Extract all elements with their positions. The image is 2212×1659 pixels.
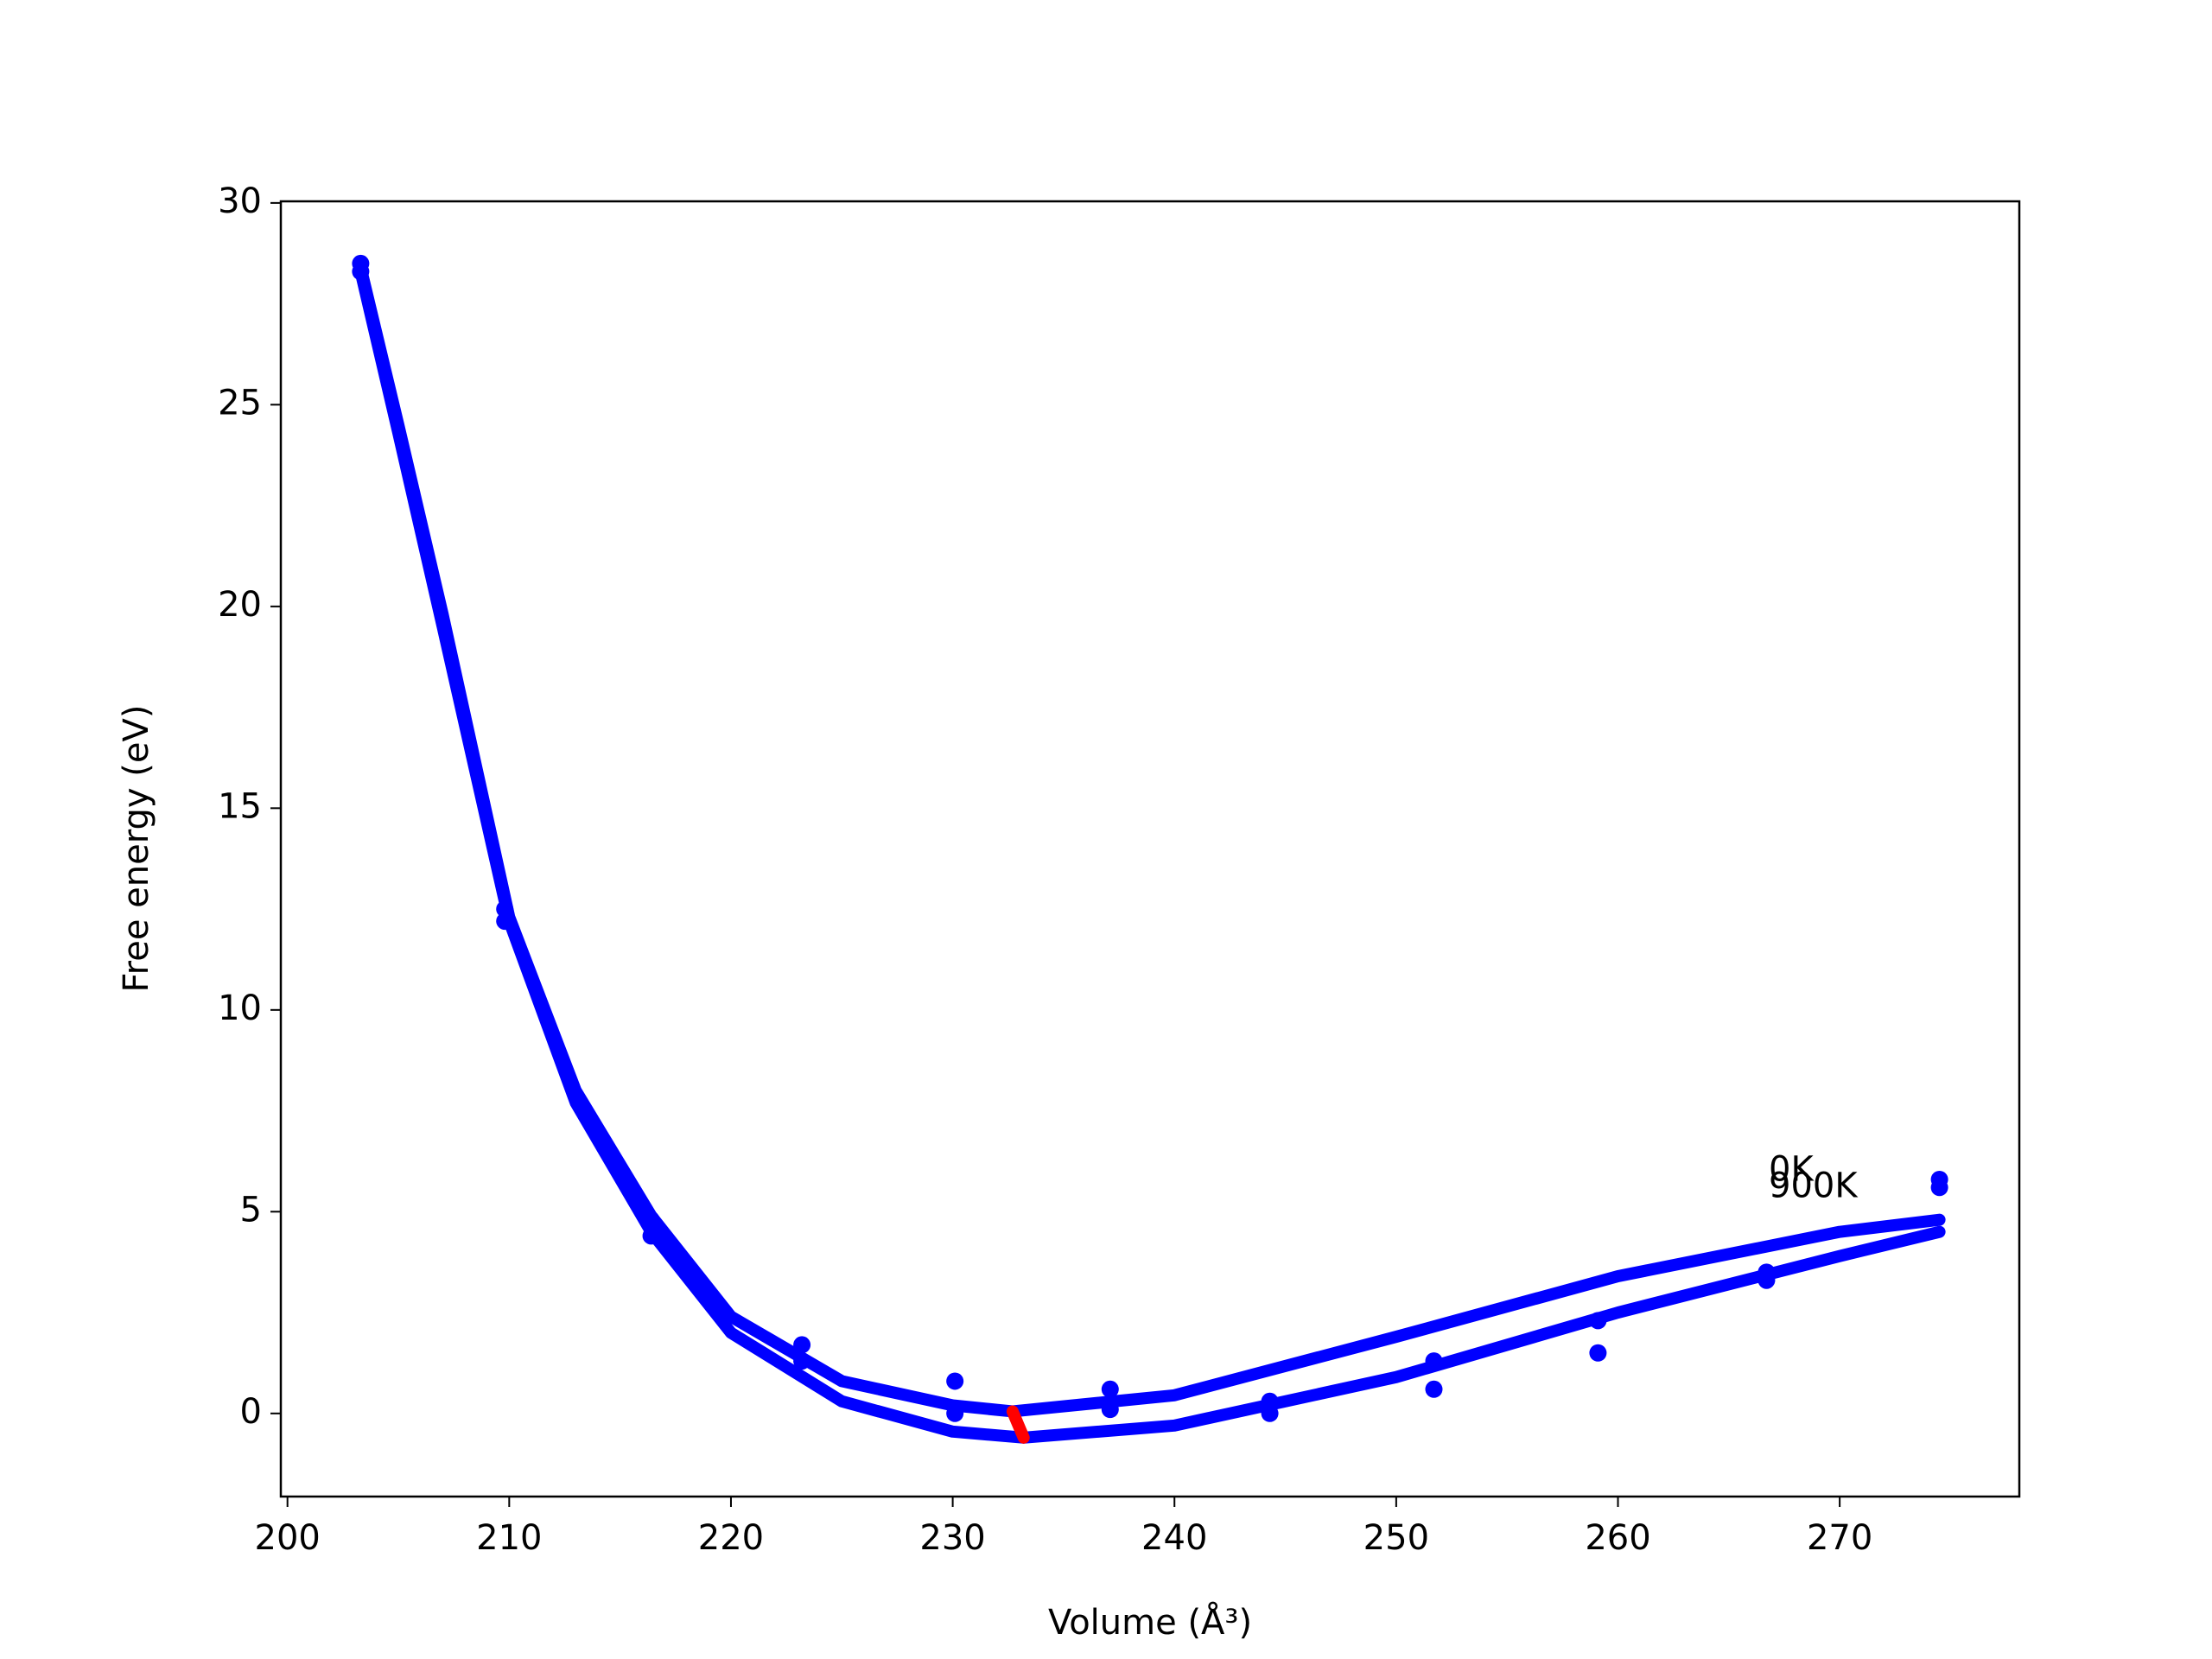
- curve: [354, 261, 1946, 1418]
- x-tick-label: 220: [698, 1518, 764, 1558]
- y-tick-label: 15: [218, 786, 262, 826]
- x-tick-label: 260: [1585, 1518, 1650, 1558]
- y-tick-label: 20: [218, 585, 262, 625]
- data-point: [946, 1372, 964, 1390]
- annotation: 0K: [1769, 1150, 1815, 1190]
- plot-frame: [279, 200, 2021, 1498]
- data-point: [793, 1352, 811, 1370]
- data-point: [1261, 1404, 1279, 1422]
- data-point: [496, 900, 514, 918]
- y-tick-label: 25: [218, 383, 262, 423]
- x-tick-label: 200: [255, 1518, 321, 1558]
- x-tick-label: 240: [1141, 1518, 1207, 1558]
- curve: [1006, 1405, 1030, 1444]
- data-point: [642, 1227, 660, 1245]
- y-tick-label: 10: [218, 988, 262, 1028]
- x-axis-label: Volume (Å³): [1048, 1601, 1252, 1643]
- y-tick-label: 30: [218, 181, 262, 221]
- data-point: [946, 1404, 964, 1422]
- data-point: [1930, 1179, 1948, 1197]
- data-point: [496, 912, 514, 931]
- x-tick-label: 230: [919, 1518, 985, 1558]
- y-tick-label: 0: [240, 1392, 262, 1432]
- x-tick-label: 210: [476, 1518, 542, 1558]
- data-point: [1425, 1352, 1443, 1370]
- data-point: [793, 1336, 811, 1354]
- y-tick-label: 5: [240, 1190, 262, 1230]
- data-point: [352, 263, 370, 281]
- data-point: [1425, 1380, 1443, 1398]
- data-point: [1101, 1380, 1119, 1398]
- data-point: [1758, 1271, 1776, 1289]
- x-tick-label: 270: [1807, 1518, 1872, 1558]
- annotation: 900K: [1769, 1166, 1859, 1205]
- data-point: [1101, 1401, 1119, 1419]
- data-point: [1589, 1344, 1607, 1362]
- data-point: [642, 1211, 660, 1229]
- data-point: [1261, 1392, 1279, 1410]
- data-point: [1589, 1312, 1607, 1330]
- curve: [354, 265, 1946, 1444]
- y-axis-label: Free energy (eV): [117, 705, 156, 993]
- x-tick-label: 250: [1363, 1518, 1429, 1558]
